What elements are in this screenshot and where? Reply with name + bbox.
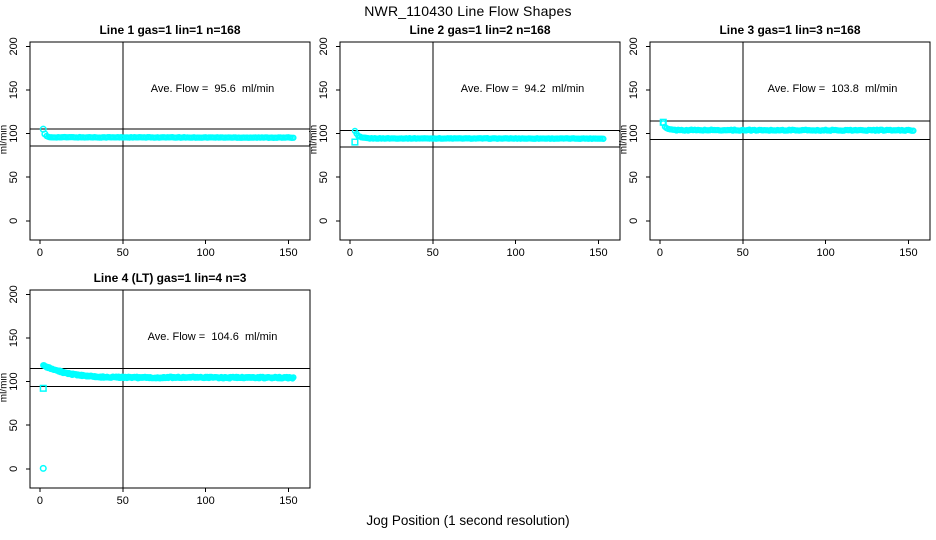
ave-flow-annotation: Ave. Flow = 94.2 ml/min — [460, 83, 585, 95]
panel-line-3: 0 50 100 150 0 50 100 150 200 Line 3 gas=1 lin=3… — [618, 22, 936, 272]
svg-text:100: 100 — [506, 247, 524, 259]
x-axis-label: Jog Position (1 second resolution) — [366, 513, 570, 528]
y-axis-label: ml/min — [0, 124, 10, 155]
panel-title: Line 1 gas=1 lin=1 n=168 — [99, 23, 241, 37]
plot-canvas-line-2: 0 50 100 150 0 50 100 150 200 — [318, 37, 621, 259]
svg-text:150: 150 — [318, 81, 330, 99]
svg-text:150: 150 — [279, 247, 297, 259]
svg-text:200: 200 — [8, 285, 20, 303]
ave-flow-annotation: Ave. Flow = 104.6 ml/min — [147, 331, 278, 343]
svg-text:0: 0 — [8, 218, 20, 224]
svg-text:0: 0 — [318, 218, 330, 224]
y-axis-label: ml/min — [308, 124, 320, 155]
svg-text:50: 50 — [8, 171, 20, 183]
svg-text:200: 200 — [318, 37, 330, 55]
svg-text:150: 150 — [628, 81, 640, 99]
y-axis-label: ml/min — [618, 124, 630, 155]
ave-flow-annotation: Ave. Flow = 95.6 ml/min — [150, 83, 275, 95]
svg-text:100: 100 — [8, 372, 20, 390]
plot-canvas-line-4: 0 50 100 150 0 50 100 150 200 — [8, 285, 311, 507]
svg-text:100: 100 — [8, 124, 20, 142]
svg-text:0: 0 — [628, 218, 640, 224]
svg-text:50: 50 — [117, 495, 129, 507]
plot-canvas-line-3: 0 50 100 150 0 50 100 150 200 — [628, 37, 931, 259]
svg-text:50: 50 — [318, 171, 330, 183]
ave-flow-annotation: Ave. Flow = 103.8 ml/min — [767, 83, 898, 95]
page-title: NWR_110430 Line Flow Shapes — [364, 3, 572, 19]
svg-text:100: 100 — [816, 247, 834, 259]
panel-title: Line 4 (LT) gas=1 lin=4 n=3 — [93, 271, 247, 285]
svg-text:150: 150 — [899, 247, 917, 259]
svg-text:0: 0 — [657, 247, 663, 259]
panel-line-2: 0 50 100 150 0 50 100 150 200 Line 2 gas=1 lin=2… — [308, 22, 630, 272]
svg-text:50: 50 — [8, 419, 20, 431]
svg-text:50: 50 — [737, 247, 749, 259]
svg-text:0: 0 — [347, 247, 353, 259]
svg-text:50: 50 — [628, 171, 640, 183]
svg-text:150: 150 — [8, 81, 20, 99]
svg-text:100: 100 — [196, 247, 214, 259]
svg-text:0: 0 — [37, 495, 43, 507]
panel-line-4: 0 50 100 150 0 50 100 150 200 Line 4 (LT) gas=1 … — [0, 270, 320, 520]
svg-text:0: 0 — [37, 247, 43, 259]
svg-text:100: 100 — [318, 124, 330, 142]
panel-title: Line 3 gas=1 lin=3 n=168 — [719, 23, 861, 37]
svg-text:50: 50 — [117, 247, 129, 259]
svg-text:150: 150 — [589, 247, 607, 259]
panel-line-1: 0 50 100 150 0 50 100 150 200 Line 1 gas=1 lin=1… — [0, 22, 320, 272]
panel-title: Line 2 gas=1 lin=2 n=168 — [409, 23, 551, 37]
svg-text:0: 0 — [8, 466, 20, 472]
svg-text:50: 50 — [427, 247, 439, 259]
svg-text:200: 200 — [8, 37, 20, 55]
svg-text:100: 100 — [628, 124, 640, 142]
svg-text:100: 100 — [196, 495, 214, 507]
plot-canvas-line-1: 0 50 100 150 0 50 100 150 200 — [8, 37, 311, 259]
svg-text:200: 200 — [628, 37, 640, 55]
svg-text:150: 150 — [279, 495, 297, 507]
svg-text:150: 150 — [8, 329, 20, 347]
y-axis-label: ml/min — [0, 372, 10, 403]
